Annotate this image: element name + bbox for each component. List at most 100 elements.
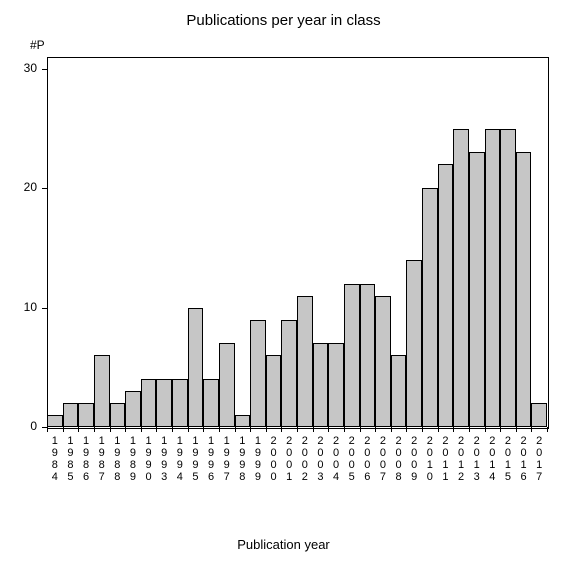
x-tick-label: 1993 xyxy=(156,435,172,483)
x-tick-label: 2011 xyxy=(438,435,454,483)
bar xyxy=(344,284,360,427)
x-tick-label: 1999 xyxy=(250,435,266,483)
bar xyxy=(219,343,235,427)
y-tick-label: 0 xyxy=(0,419,37,433)
bar xyxy=(172,379,188,427)
bar xyxy=(235,415,251,427)
x-tick-mark xyxy=(360,427,361,432)
x-tick-label: 1985 xyxy=(63,435,79,483)
chart-title: Publications per year in class xyxy=(0,12,567,29)
bar xyxy=(375,296,391,427)
bar xyxy=(453,129,469,427)
bar xyxy=(438,164,454,427)
x-tick-mark xyxy=(94,427,95,432)
bar xyxy=(266,355,282,427)
y-tick-mark xyxy=(42,188,47,189)
bar xyxy=(125,391,141,427)
x-tick-label: 1984 xyxy=(47,435,63,483)
x-tick-mark xyxy=(110,427,111,432)
x-tick-label: 1989 xyxy=(125,435,141,483)
x-tick-mark xyxy=(47,427,48,432)
x-tick-mark xyxy=(281,427,282,432)
bar xyxy=(531,403,547,427)
bar xyxy=(63,403,79,427)
x-tick-mark xyxy=(235,427,236,432)
x-tick-label: 2006 xyxy=(360,435,376,483)
x-tick-label: 2001 xyxy=(281,435,297,483)
y-tick-label: 10 xyxy=(0,300,37,314)
y-tick-label: 30 xyxy=(0,61,37,75)
bar xyxy=(281,320,297,427)
x-tick-label: 2007 xyxy=(375,435,391,483)
x-tick-label: 2000 xyxy=(266,435,282,483)
x-tick-label: 1998 xyxy=(235,435,251,483)
x-tick-mark xyxy=(297,427,298,432)
bar xyxy=(156,379,172,427)
bar xyxy=(422,188,438,427)
x-tick-label: 2015 xyxy=(500,435,516,483)
x-tick-label: 2002 xyxy=(297,435,313,483)
x-axis-title: Publication year xyxy=(0,537,567,552)
x-tick-label: 2010 xyxy=(422,435,438,483)
x-tick-mark xyxy=(500,427,501,432)
y-tick-mark xyxy=(42,308,47,309)
bar xyxy=(328,343,344,427)
x-tick-mark xyxy=(219,427,220,432)
bar xyxy=(360,284,376,427)
bar xyxy=(313,343,329,427)
bar xyxy=(485,129,501,427)
y-tick-mark xyxy=(42,69,47,70)
bar xyxy=(141,379,157,427)
x-tick-label: 1988 xyxy=(110,435,126,483)
y-axis-label: #P xyxy=(30,38,45,52)
bar xyxy=(297,296,313,427)
x-tick-mark xyxy=(141,427,142,432)
x-tick-mark xyxy=(485,427,486,432)
x-tick-mark xyxy=(328,427,329,432)
x-tick-label: 2009 xyxy=(406,435,422,483)
x-tick-label: 2014 xyxy=(485,435,501,483)
x-tick-mark xyxy=(391,427,392,432)
x-tick-mark xyxy=(203,427,204,432)
chart-container: Publications per year in class #P Public… xyxy=(0,0,567,567)
bar xyxy=(47,415,63,427)
x-tick-label: 2004 xyxy=(328,435,344,483)
x-tick-mark xyxy=(438,427,439,432)
x-tick-label: 2008 xyxy=(391,435,407,483)
x-tick-mark xyxy=(469,427,470,432)
x-tick-mark xyxy=(453,427,454,432)
x-tick-mark xyxy=(422,427,423,432)
x-tick-mark xyxy=(156,427,157,432)
x-tick-label: 1990 xyxy=(141,435,157,483)
x-tick-mark xyxy=(313,427,314,432)
x-tick-label: 1986 xyxy=(78,435,94,483)
bar xyxy=(203,379,219,427)
bar xyxy=(516,152,532,427)
x-tick-mark xyxy=(344,427,345,432)
x-tick-mark xyxy=(63,427,64,432)
x-tick-mark xyxy=(516,427,517,432)
bar xyxy=(188,308,204,427)
bar xyxy=(406,260,422,427)
x-tick-label: 1987 xyxy=(94,435,110,483)
x-tick-label: 2003 xyxy=(313,435,329,483)
x-tick-mark xyxy=(547,427,548,432)
x-tick-mark xyxy=(375,427,376,432)
x-tick-mark xyxy=(172,427,173,432)
bar xyxy=(78,403,94,427)
bar xyxy=(94,355,110,427)
bar xyxy=(110,403,126,427)
x-tick-mark xyxy=(188,427,189,432)
x-tick-mark xyxy=(406,427,407,432)
x-tick-mark xyxy=(266,427,267,432)
bar xyxy=(500,129,516,427)
x-tick-label: 2005 xyxy=(344,435,360,483)
x-tick-label: 2013 xyxy=(469,435,485,483)
x-tick-label: 1997 xyxy=(219,435,235,483)
x-tick-label: 2016 xyxy=(516,435,532,483)
bar xyxy=(469,152,485,427)
x-tick-label: 1994 xyxy=(172,435,188,483)
y-tick-label: 20 xyxy=(0,180,37,194)
x-tick-label: 2017 xyxy=(531,435,547,483)
x-tick-mark xyxy=(78,427,79,432)
